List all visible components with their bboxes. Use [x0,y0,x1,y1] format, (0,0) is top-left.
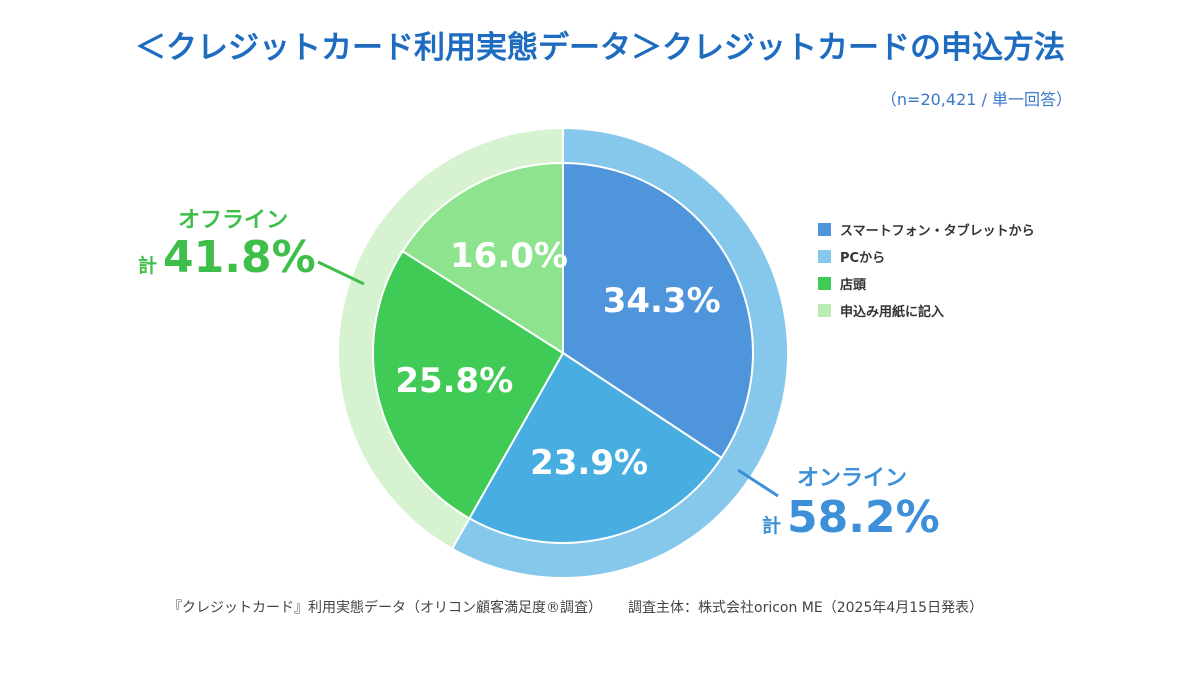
offline-total-prefix: 計 [138,255,158,277]
legend-swatch [818,304,831,317]
pie-slice-3 [401,161,564,355]
offline-group-total: 計 41.8% [138,232,316,283]
pie-slice-1 [468,351,723,544]
legend-item-smartphone: スマートフォン・タブレットから [818,216,1035,243]
legend-label: 申込み用紙に記入 [840,305,945,320]
legend: スマートフォン・タブレットから PCから 店頭 申込み用紙に記入 [818,216,1035,324]
online-leader-line [737,468,779,498]
offline-total-value: 41.8% [163,232,316,283]
slice-value-label-0: 34.3% [603,281,721,321]
slice-value-label-1: 23.9% [530,443,648,483]
slice-value-label-2: 25.8% [395,361,513,401]
chart-subtitle: （n=20,421 / 単一回答） [880,90,1072,109]
legend-swatch [818,277,831,290]
slice-value-label-3: 16.0% [450,236,568,276]
legend-label: スマートフォン・タブレットから [840,224,1035,239]
legend-label: PCから [840,251,886,266]
online-group-name: オンライン [797,466,908,491]
pie-slice-2 [372,249,565,520]
footer-source: 『クレジットカード』利用実態データ（オリコン顧客満足度®調査） [168,600,602,616]
legend-item-pc: PCから [818,243,1035,270]
offline-leader-line [317,260,365,286]
legend-swatch [818,250,831,263]
footer: 『クレジットカード』利用実態データ（オリコン顧客満足度®調査） 調査主体：株式会社… [168,597,983,617]
legend-swatch [818,223,831,236]
legend-label: 店頭 [840,278,867,293]
chart-title: ＜クレジットカード利用実態データ＞クレジットカードの申込方法 [135,30,1065,66]
footer-surveyor: 調査主体：株式会社oricon ME（2025年4月15日発表） [628,600,984,616]
legend-item-paper-form: 申込み用紙に記入 [818,297,1035,324]
online-total-value: 58.2% [787,492,940,543]
offline-group-name: オフライン [178,208,289,233]
online-total-prefix: 計 [762,515,782,537]
online-group-total: 計 58.2% [762,492,940,543]
legend-item-store: 店頭 [818,270,1035,297]
